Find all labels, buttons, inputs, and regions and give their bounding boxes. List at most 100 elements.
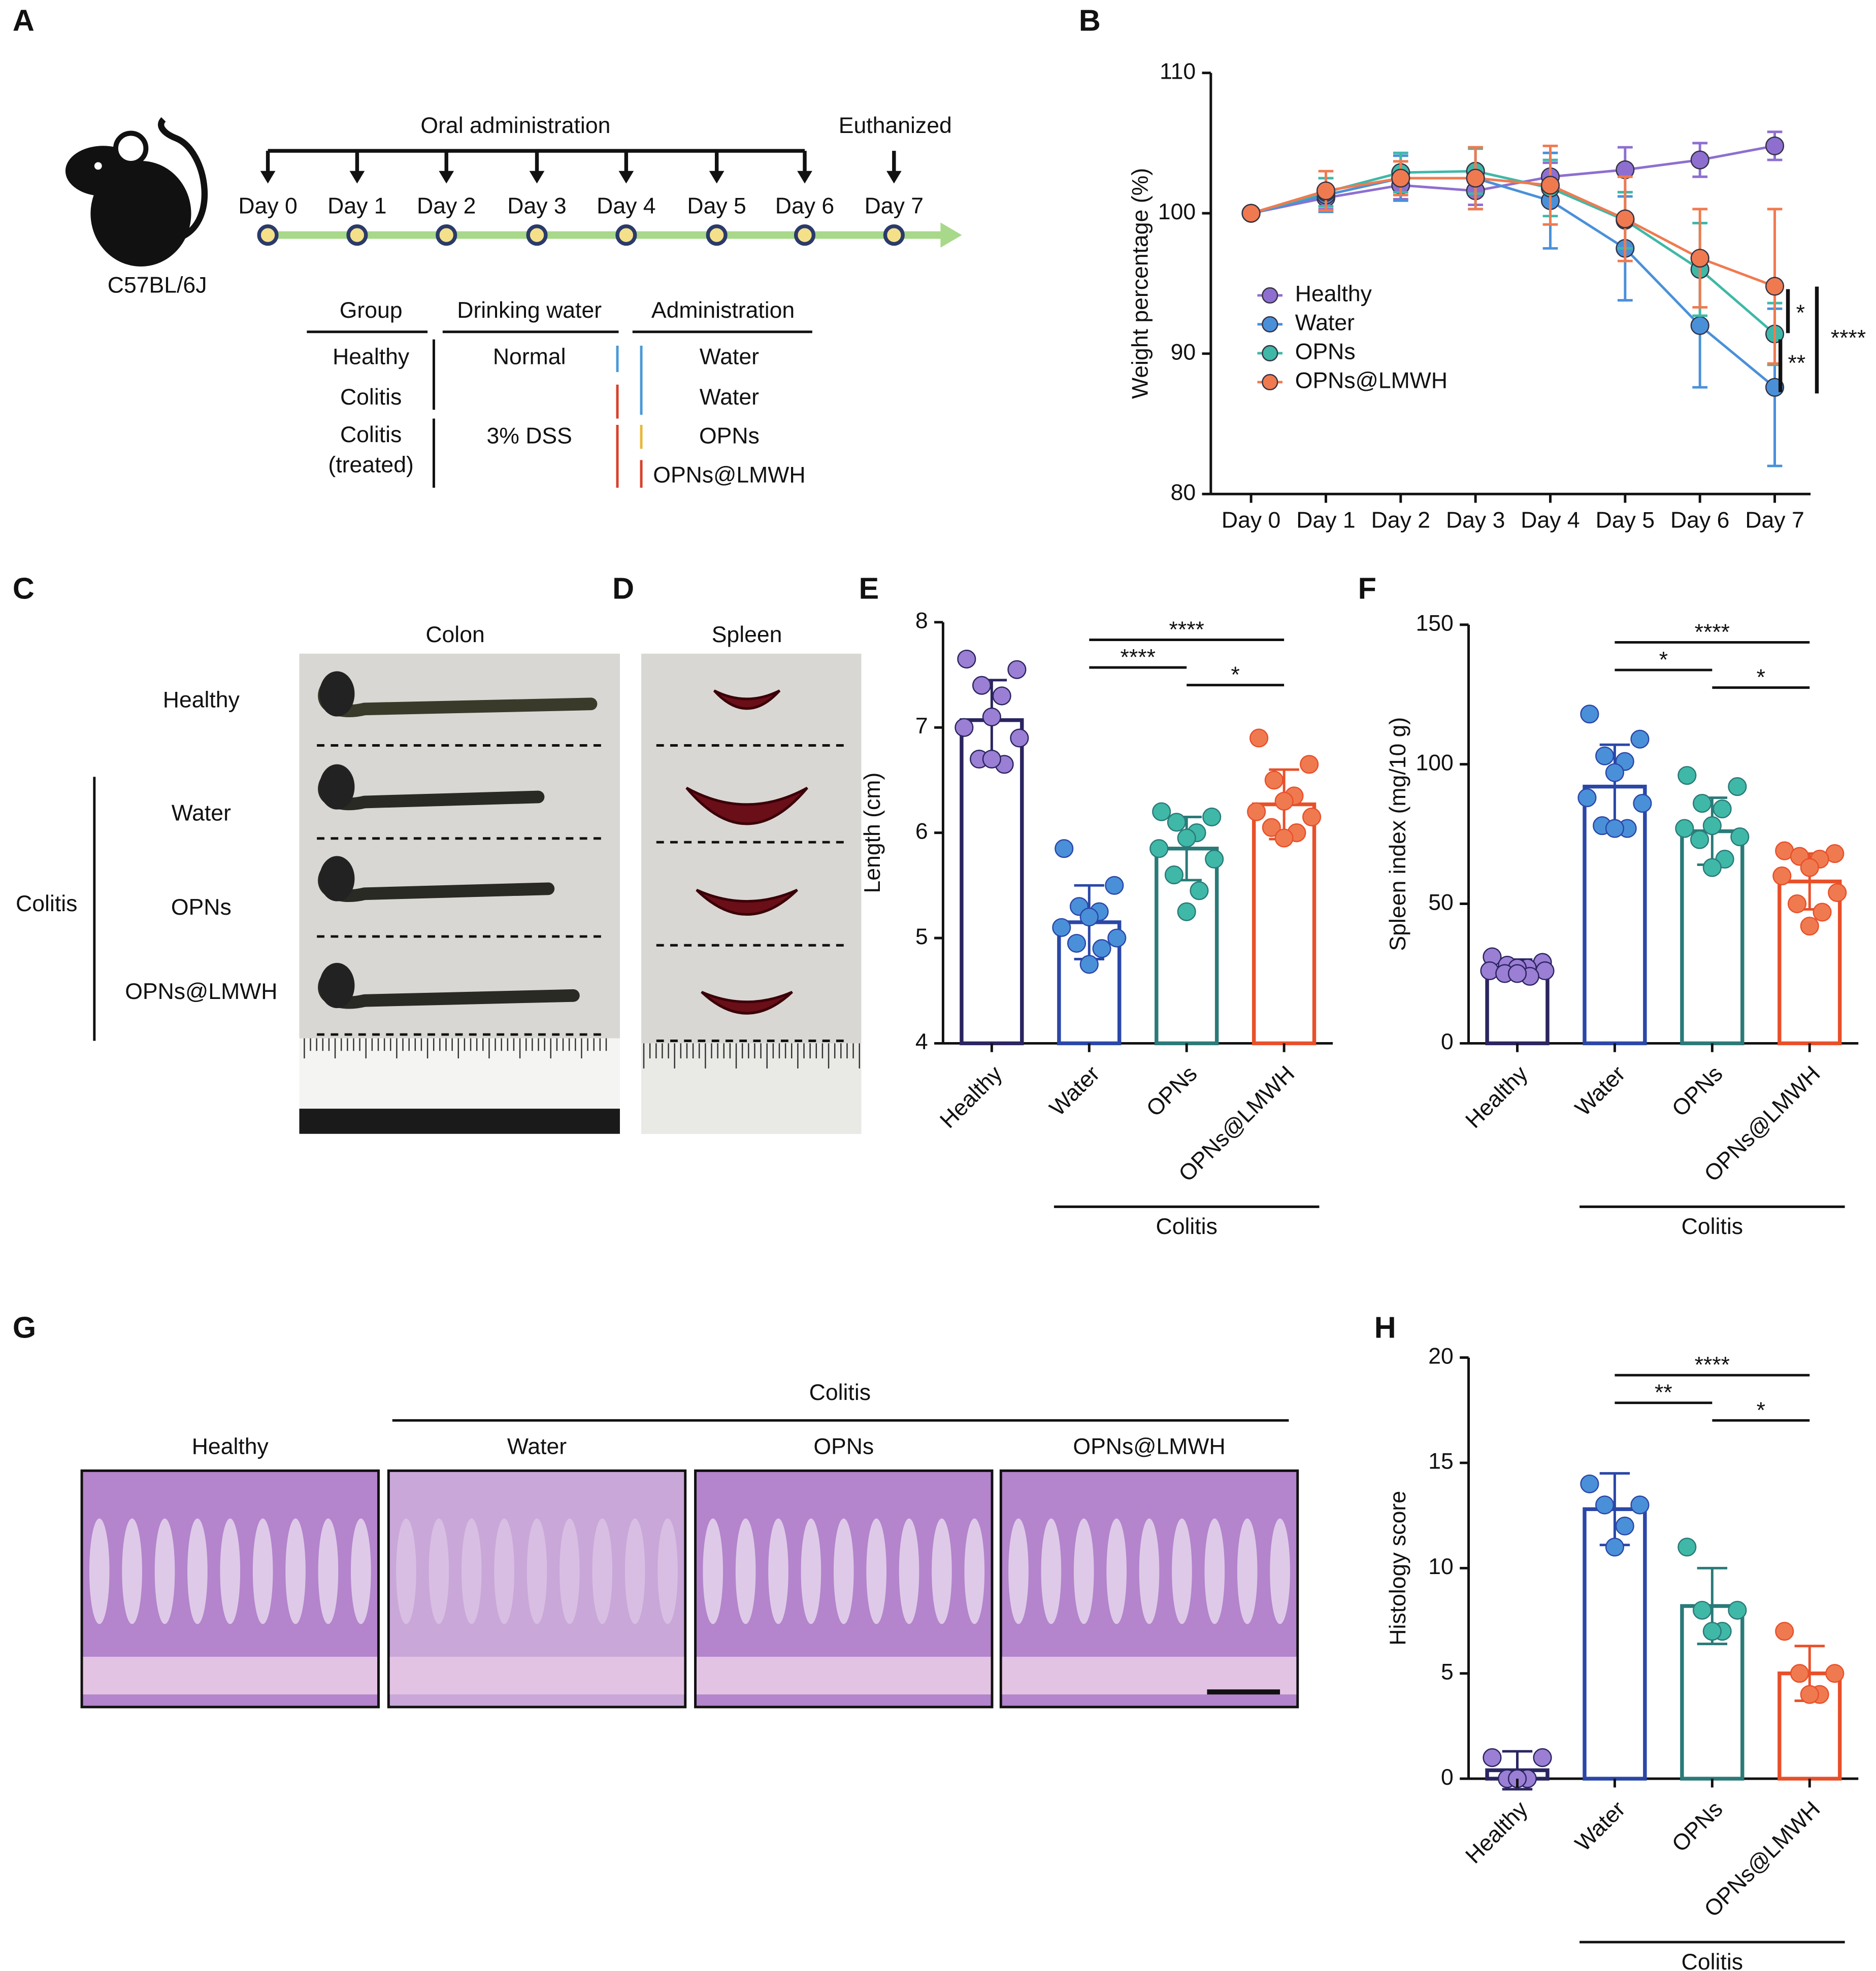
group-label: Colitis — [1156, 1214, 1217, 1239]
data-point — [1730, 827, 1750, 847]
day-label: Day 4 — [597, 193, 655, 218]
point — [1466, 169, 1485, 188]
point — [1241, 204, 1261, 223]
panel-label: D — [612, 572, 634, 606]
column-title: OPNs@LMWH — [1073, 1434, 1225, 1459]
data-point — [1690, 830, 1709, 849]
data-point — [1677, 766, 1697, 785]
crypt — [461, 1518, 482, 1624]
x-tick-label: Day 7 — [1745, 508, 1804, 532]
crypt — [768, 1518, 788, 1624]
data-point — [1825, 1664, 1845, 1683]
data-point — [1787, 894, 1807, 914]
data-point — [1577, 788, 1597, 808]
group-name: Colitis — [340, 385, 402, 410]
y-tick-label: 20 — [1428, 1344, 1454, 1368]
data-point — [1300, 755, 1319, 774]
data-point — [1167, 813, 1186, 832]
photo-title: Spleen — [712, 622, 782, 647]
submucosa — [697, 1656, 991, 1695]
y-tick-label: 100 — [1158, 199, 1196, 224]
euthanized-label: Euthanized — [839, 113, 952, 138]
ruler — [641, 1043, 862, 1134]
data-point — [1164, 865, 1184, 885]
x-tick-label: OPNs — [1667, 1796, 1728, 1857]
data-point — [1202, 807, 1222, 827]
crypt — [559, 1518, 580, 1624]
crypt — [351, 1518, 371, 1624]
data-point — [1055, 839, 1074, 858]
data-point — [1728, 777, 1747, 796]
arrow-head — [797, 171, 812, 184]
timeline-arrow — [940, 222, 962, 248]
crypt — [187, 1518, 208, 1624]
point — [1391, 169, 1410, 188]
data-point — [1247, 802, 1266, 821]
day-label: Day 3 — [507, 193, 566, 218]
data-point — [1800, 916, 1819, 936]
data-point — [1630, 729, 1650, 749]
submucosa — [83, 1656, 378, 1695]
x-tick-label: Day 3 — [1446, 508, 1505, 532]
data-point — [1713, 799, 1732, 819]
data-point — [1692, 1600, 1712, 1620]
colon-cecum — [319, 962, 355, 1009]
x-tick-label: Day 4 — [1521, 508, 1579, 532]
crypt — [1106, 1518, 1127, 1624]
crypt — [657, 1518, 678, 1624]
crypt — [1237, 1518, 1258, 1624]
group-label: Colitis — [16, 891, 77, 916]
data-point — [957, 649, 976, 669]
significance-label: * — [1659, 647, 1668, 672]
x-tick-label: Day 5 — [1596, 508, 1655, 532]
data-point — [1274, 791, 1294, 811]
ruler — [299, 1038, 620, 1109]
spleen — [701, 991, 793, 1015]
data-point — [1692, 794, 1712, 813]
crypt — [624, 1518, 645, 1624]
crypt — [285, 1518, 306, 1624]
table-header: Group — [340, 298, 403, 323]
panel-label: H — [1374, 1311, 1396, 1345]
crypt — [220, 1518, 241, 1624]
y-tick-label: 15 — [1428, 1449, 1454, 1474]
data-point — [1580, 1474, 1599, 1493]
data-point — [1800, 1685, 1819, 1704]
crypt — [592, 1518, 613, 1624]
crypt — [1041, 1518, 1062, 1624]
day-label: Day 6 — [775, 193, 834, 218]
row-label: OPNs — [171, 895, 232, 920]
y-tick-label: 100 — [1416, 750, 1453, 775]
row-label: Water — [172, 800, 231, 825]
legend-marker — [1262, 345, 1278, 361]
crypt — [866, 1518, 886, 1624]
oral-label: Oral administration — [420, 113, 610, 138]
mouse-eye — [94, 162, 102, 170]
spleen — [713, 689, 781, 710]
y-axis-label: Histology score — [1386, 1491, 1410, 1646]
data-point — [1633, 794, 1652, 813]
group-label: Colitis — [809, 1380, 871, 1405]
mouse-tail — [158, 117, 208, 242]
y-tick-label: 80 — [1171, 480, 1196, 505]
significance-label: **** — [1121, 645, 1156, 670]
crypt — [964, 1518, 985, 1624]
day-label: Day 2 — [417, 193, 476, 218]
administration: Water — [700, 385, 759, 410]
y-tick-label: 150 — [1416, 611, 1453, 636]
series-line — [1250, 144, 1775, 215]
significance-label: * — [1231, 662, 1239, 687]
y-tick-label: 4 — [915, 1029, 928, 1054]
group-name: (treated) — [328, 453, 413, 478]
data-point — [1828, 883, 1847, 903]
administration: Water — [700, 345, 759, 370]
series-line — [1250, 177, 1775, 288]
legend-label: OPNs@LMWH — [1295, 369, 1447, 393]
arrow-head — [618, 171, 634, 184]
significance-label: * — [1796, 300, 1805, 325]
legend-label: OPNs — [1295, 340, 1356, 364]
arrow-head — [439, 171, 454, 184]
data-point — [1483, 1748, 1502, 1767]
data-point — [1728, 1600, 1747, 1620]
crypt — [1139, 1518, 1160, 1624]
